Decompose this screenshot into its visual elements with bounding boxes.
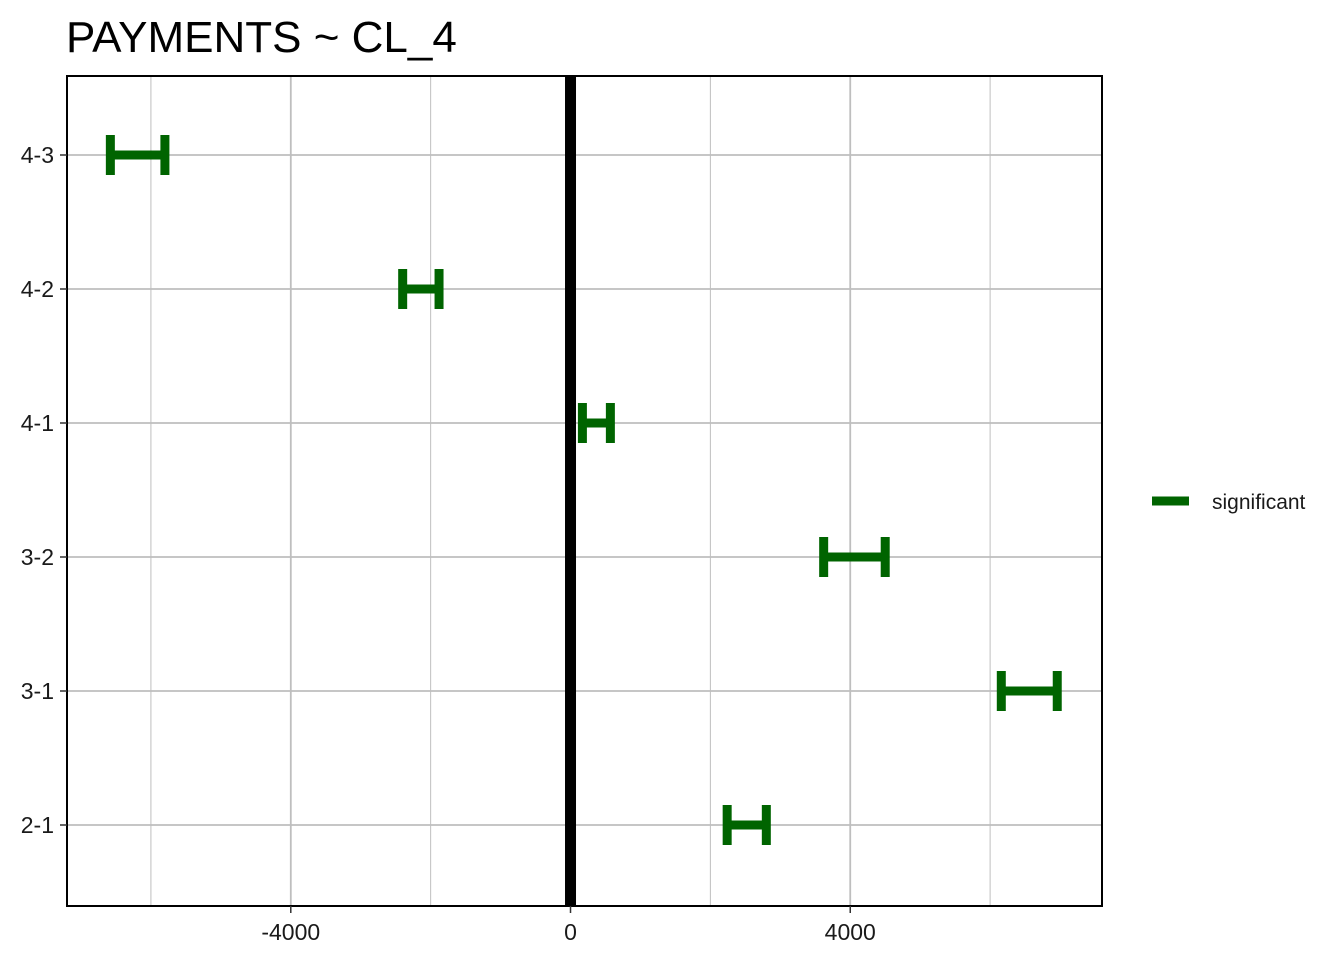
grid-layer bbox=[67, 76, 1102, 906]
y-tick-label: 4-2 bbox=[21, 276, 54, 302]
plot-border bbox=[66, 75, 1103, 907]
y-tick-label: 4-1 bbox=[21, 410, 54, 436]
chart-title: PAYMENTS ~ CL_4 bbox=[66, 13, 457, 62]
x-tick-label: 4000 bbox=[825, 919, 876, 945]
x-tick-label: 0 bbox=[564, 919, 577, 945]
errorbar-3-2 bbox=[819, 537, 890, 577]
errorbar-3-1 bbox=[996, 671, 1062, 711]
y-tick-label: 3-1 bbox=[21, 678, 54, 704]
errorbar-4-3 bbox=[105, 135, 170, 175]
legend: significant bbox=[1152, 491, 1306, 514]
marks-layer bbox=[105, 135, 1062, 845]
y-tick-label: 4-3 bbox=[21, 142, 54, 168]
legend-label: significant bbox=[1212, 491, 1306, 514]
errorbar-4-2 bbox=[398, 269, 444, 309]
errorbar-2-1 bbox=[722, 805, 771, 845]
errorbar-4-1 bbox=[577, 403, 615, 443]
y-tick-label: 2-1 bbox=[21, 812, 54, 838]
x-tick-label: -4000 bbox=[261, 919, 320, 945]
axis-layer: -4000 0 4000 4-3 4-2 4-1 3-2 3-1 2-1 bbox=[21, 142, 876, 945]
y-tick-label: 3-2 bbox=[21, 544, 54, 570]
